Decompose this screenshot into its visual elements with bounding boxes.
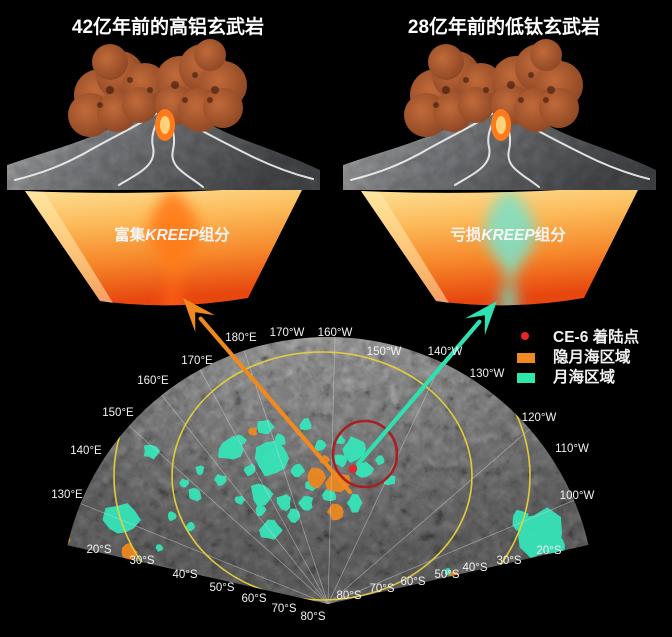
svg-text:170°W: 170°W (270, 327, 305, 339)
svg-text:70°S: 70°S (369, 583, 394, 595)
svg-text:30°S: 30°S (496, 555, 521, 567)
svg-text:160°W: 160°W (318, 327, 353, 339)
svg-text:60°S: 60°S (241, 593, 266, 605)
svg-text:50°S: 50°S (209, 582, 234, 594)
svg-text:180°E: 180°E (225, 332, 257, 344)
svg-text:150°W: 150°W (367, 346, 402, 358)
svg-text:月海区域: 月海区域 (552, 367, 616, 386)
svg-text:170°E: 170°E (181, 355, 213, 367)
svg-text:140°W: 140°W (428, 346, 463, 358)
svg-text:120°W: 120°W (522, 412, 557, 424)
svg-text:80°S: 80°S (300, 611, 325, 623)
svg-text:30°S: 30°S (129, 555, 154, 567)
svg-text:CE-6 着陆点: CE-6 着陆点 (553, 327, 640, 346)
svg-text:130°E: 130°E (51, 489, 83, 501)
svg-text:110°W: 110°W (555, 443, 589, 455)
svg-text:140°E: 140°E (70, 445, 102, 457)
svg-text:20°S: 20°S (86, 544, 111, 556)
svg-text:20°S: 20°S (536, 545, 561, 557)
svg-text:50°S: 50°S (434, 569, 459, 581)
svg-text:160°E: 160°E (137, 375, 169, 387)
svg-text:隐月海区域: 隐月海区域 (553, 347, 631, 366)
svg-text:40°S: 40°S (462, 562, 487, 574)
svg-text:70°S: 70°S (271, 603, 296, 615)
svg-text:40°S: 40°S (172, 569, 197, 581)
svg-text:80°S: 80°S (336, 590, 361, 602)
svg-text:130°W: 130°W (470, 368, 505, 380)
svg-text:60°S: 60°S (400, 576, 425, 588)
svg-text:100°W: 100°W (560, 490, 595, 502)
svg-text:150°E: 150°E (102, 407, 134, 419)
